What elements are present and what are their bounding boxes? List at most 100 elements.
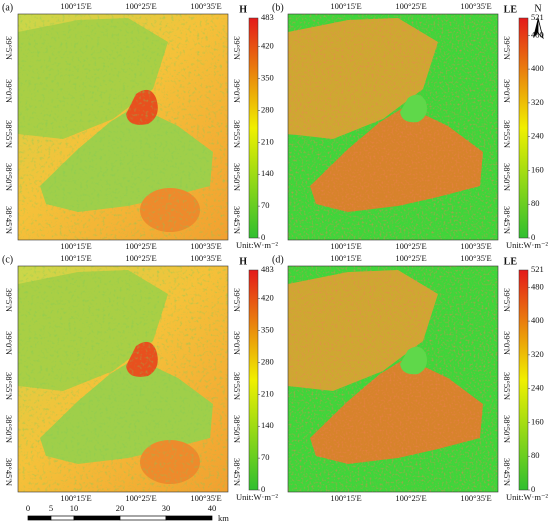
colorbar-tick-label: 0 [261, 232, 265, 242]
scale-label: 30 [162, 503, 171, 513]
lat-label-right: 39°5'N [502, 288, 512, 312]
panel-label: (b) [272, 2, 284, 13]
dry-spot [400, 346, 427, 375]
colorbar-title: LE [504, 4, 518, 15]
map-panel [287, 265, 499, 493]
colorbar-tick-label: 70 [261, 452, 270, 462]
colorbar-tick-label: 0 [261, 484, 265, 494]
colorbar-max: 483 [261, 12, 274, 22]
lat-label-right: 39°5'N [232, 288, 242, 312]
lat-label-right: 38°50'N [232, 163, 242, 191]
scale-segment [73, 515, 121, 521]
colorbar-tick-label: 240 [531, 383, 544, 393]
lat-label-right: 38°55'N [232, 372, 242, 400]
lon-label-top: 100°15'E [330, 253, 361, 263]
lat-label-right: 39°0'N [502, 79, 512, 103]
lon-label-top: 100°15'E [60, 1, 91, 11]
colorbar [518, 17, 529, 239]
colorbar [248, 17, 259, 239]
map-frame [287, 13, 499, 241]
colorbar-tick-label: 400 [531, 63, 544, 73]
lon-label-bottom: 100°15'E [330, 241, 361, 251]
scale-label: 5 [49, 503, 53, 513]
colorbar-tick-label: 80 [531, 198, 540, 208]
lon-label-top: 100°25'E [395, 253, 426, 263]
colorbar-tick-label: 160 [531, 164, 544, 174]
map-frame [17, 13, 229, 241]
dry-spot [400, 94, 427, 123]
lon-label-top: 100°15'E [60, 253, 91, 263]
lat-label-right: 38°50'N [502, 163, 512, 191]
panel-label: (a) [2, 2, 13, 13]
unit-label: Unit:W·m⁻² [236, 240, 278, 250]
lat-label-left: 38°55'N [4, 120, 14, 148]
lat-label-left: 38°55'N [4, 372, 14, 400]
lon-label-bottom: 100°35'E [190, 241, 221, 251]
colorbar-max: 483 [261, 264, 274, 274]
colorbar-tick-label: 140 [261, 168, 274, 178]
colorbar-tick-label: 210 [261, 388, 274, 398]
lat-label-left: 38°50'N [4, 415, 14, 443]
lat-label-left: 39°5'N [4, 288, 14, 312]
lat-label-right: 38°50'N [502, 415, 512, 443]
map-frame [17, 265, 229, 493]
colorbar-title: LE [504, 256, 518, 267]
colorbar-title: H [239, 256, 247, 267]
unit-label: Unit:W·m⁻² [236, 492, 278, 502]
lat-label-right: 38°45'N [232, 206, 242, 234]
colorbar-title: H [239, 4, 247, 15]
scale-label: 10 [70, 503, 79, 513]
lat-label-left: 39°0'N [4, 79, 14, 103]
north-arrow: N [533, 3, 544, 40]
colorbar-tick-label: 160 [531, 416, 544, 426]
lon-label-top: 100°35'E [190, 1, 221, 11]
colorbar-tick-label: 420 [261, 41, 274, 51]
unit-label: Unit:W·m⁻² [506, 240, 548, 250]
scale-segment [165, 515, 213, 521]
lon-label-bottom: 100°25'E [395, 241, 426, 251]
lat-label-left: 39°5'N [4, 36, 14, 60]
colorbar-tick-label: 210 [261, 136, 274, 146]
colorbar [248, 269, 259, 491]
lat-label-right: 38°45'N [232, 458, 242, 486]
colorbar-max: 521 [531, 12, 544, 22]
colorbar-tick-label: 70 [261, 200, 270, 210]
map-panel [17, 13, 229, 241]
colorbar-tick-label: 140 [261, 420, 274, 430]
scale-label: 40 [208, 503, 217, 513]
lat-label-left: 39°0'N [4, 331, 14, 355]
lon-label-top: 100°35'E [460, 253, 491, 263]
lon-label-top: 100°25'E [125, 253, 156, 263]
lon-label-bottom: 100°25'E [395, 493, 426, 503]
colorbar-tick-label: 280 [261, 356, 274, 366]
texture [288, 14, 498, 240]
colorbar-tick-label: 280 [261, 104, 274, 114]
texture [18, 266, 228, 492]
lon-label-bottom: 100°25'E [125, 493, 156, 503]
lon-label-top: 100°15'E [330, 1, 361, 11]
lat-label-right: 39°0'N [502, 331, 512, 355]
colorbar-tick-label: 320 [531, 349, 544, 359]
lon-label-bottom: 100°15'E [60, 241, 91, 251]
panel-label: (d) [272, 254, 284, 265]
colorbar-tick-label: 80 [531, 450, 540, 460]
colorbar-tick-label: 400 [531, 315, 544, 325]
lon-label-bottom: 100°35'E [460, 493, 491, 503]
colorbar [518, 269, 529, 491]
unit-label: Unit:W·m⁻² [506, 492, 548, 502]
colorbar-tick-label: 480 [531, 29, 544, 39]
colorbar-tick-label: 240 [531, 131, 544, 141]
map-panel [287, 13, 499, 241]
lon-label-top: 100°35'E [190, 253, 221, 263]
lat-label-right: 38°45'N [502, 458, 512, 486]
scale-segment [50, 515, 75, 521]
scale-segment [27, 515, 52, 521]
lon-label-top: 100°25'E [395, 1, 426, 11]
scale-label: 20 [116, 503, 125, 513]
panel-label: (c) [2, 254, 13, 265]
colorbar-tick-label: 420 [261, 293, 274, 303]
lon-label-bottom: 100°15'E [330, 493, 361, 503]
colorbar-tick-label: 0 [531, 484, 535, 494]
colorbar-max: 521 [531, 264, 544, 274]
